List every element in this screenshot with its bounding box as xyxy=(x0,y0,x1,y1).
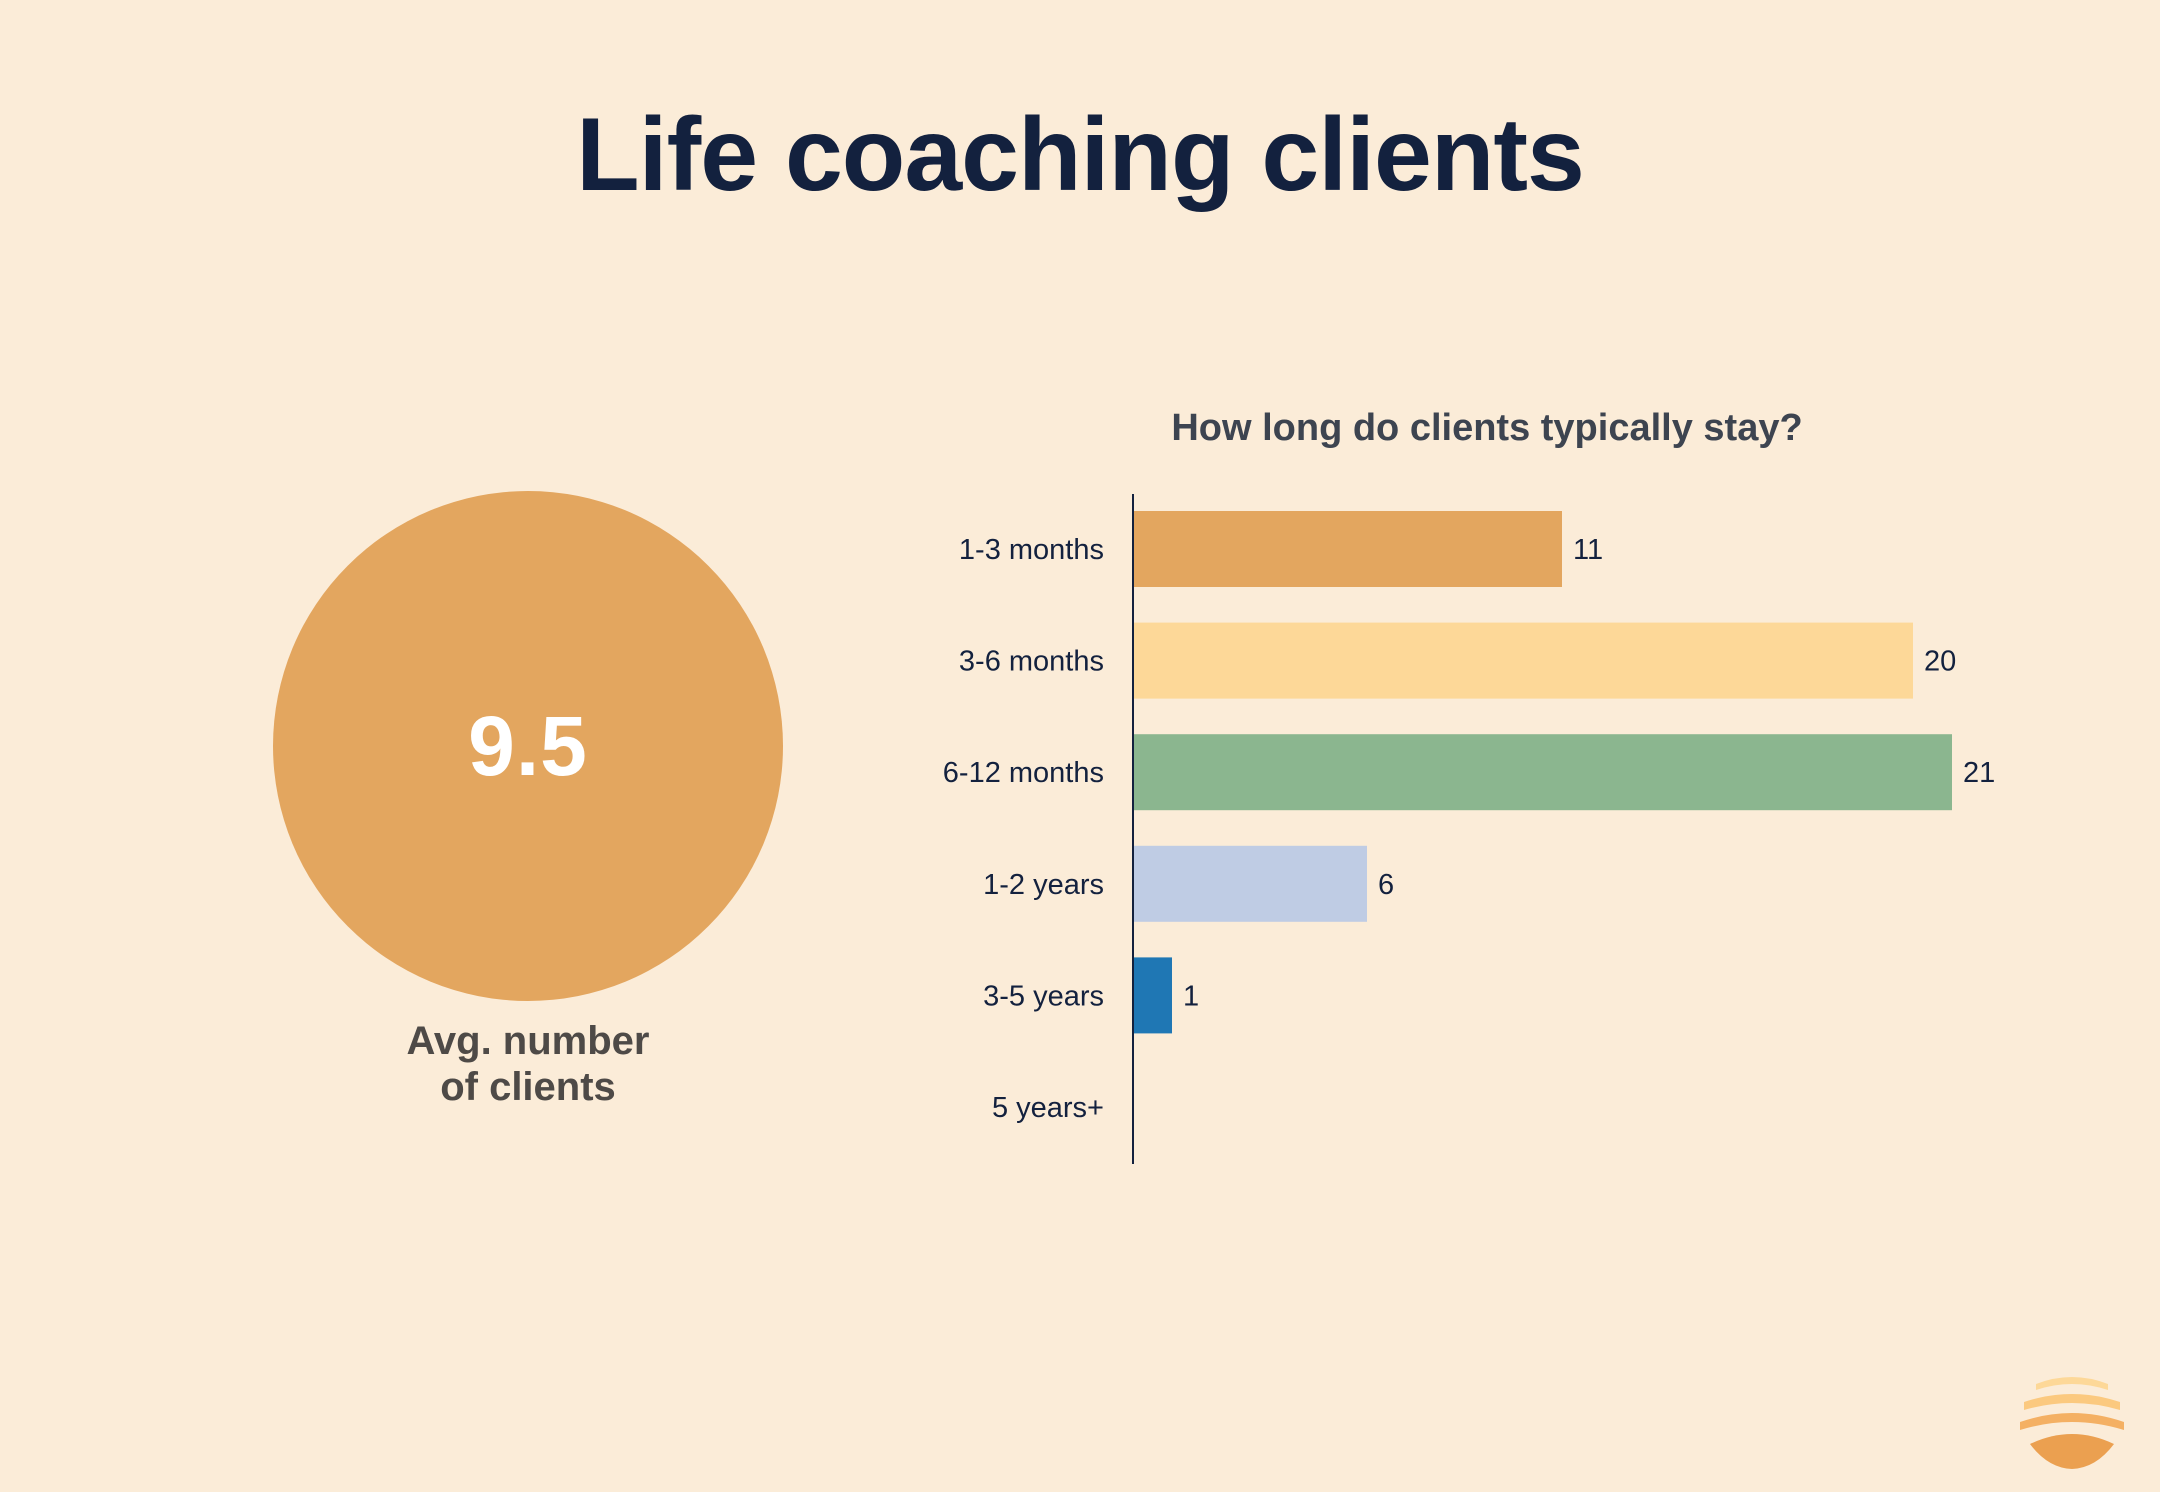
value-label-3-6-months: 20 xyxy=(1924,646,1956,678)
bar-1-3-months xyxy=(1133,511,1562,587)
category-label-3-6-months: 3-6 months xyxy=(959,646,1104,678)
category-label-3-5-years: 3-5 years xyxy=(983,980,1104,1012)
brand-logo-icon xyxy=(2020,1377,2124,1469)
category-label-1-2-years: 1-2 years xyxy=(983,869,1104,901)
bar-3-6-months xyxy=(1133,622,1913,699)
avg-clients-label-line1: Avg. number xyxy=(406,1019,650,1063)
value-label-3-5-years: 1 xyxy=(1183,980,1199,1012)
bar-3-5-years xyxy=(1133,957,1172,1034)
category-label-5-years-plus: 5 years+ xyxy=(992,1092,1104,1124)
bar-6-12-months xyxy=(1133,734,1952,811)
category-label-6-12-months: 6-12 months xyxy=(943,757,1104,789)
avg-clients-label: Avg. number of clients xyxy=(328,1018,728,1110)
category-label-1-3-months: 1-3 months xyxy=(959,534,1104,566)
value-label-1-3-months: 11 xyxy=(1573,534,1603,566)
avg-clients-label-line2: of clients xyxy=(440,1065,616,1109)
chart-title: How long do clients typically stay? xyxy=(1171,407,1802,449)
value-label-1-2-years: 6 xyxy=(1378,869,1394,901)
avg-clients-value: 9.5 xyxy=(468,698,588,793)
avg-clients-circle: 9.5 xyxy=(273,491,783,1001)
value-label-6-12-months: 21 xyxy=(1963,757,1995,789)
page-title: Life coaching clients xyxy=(576,97,1585,213)
bar-1-2-years xyxy=(1133,845,1367,922)
